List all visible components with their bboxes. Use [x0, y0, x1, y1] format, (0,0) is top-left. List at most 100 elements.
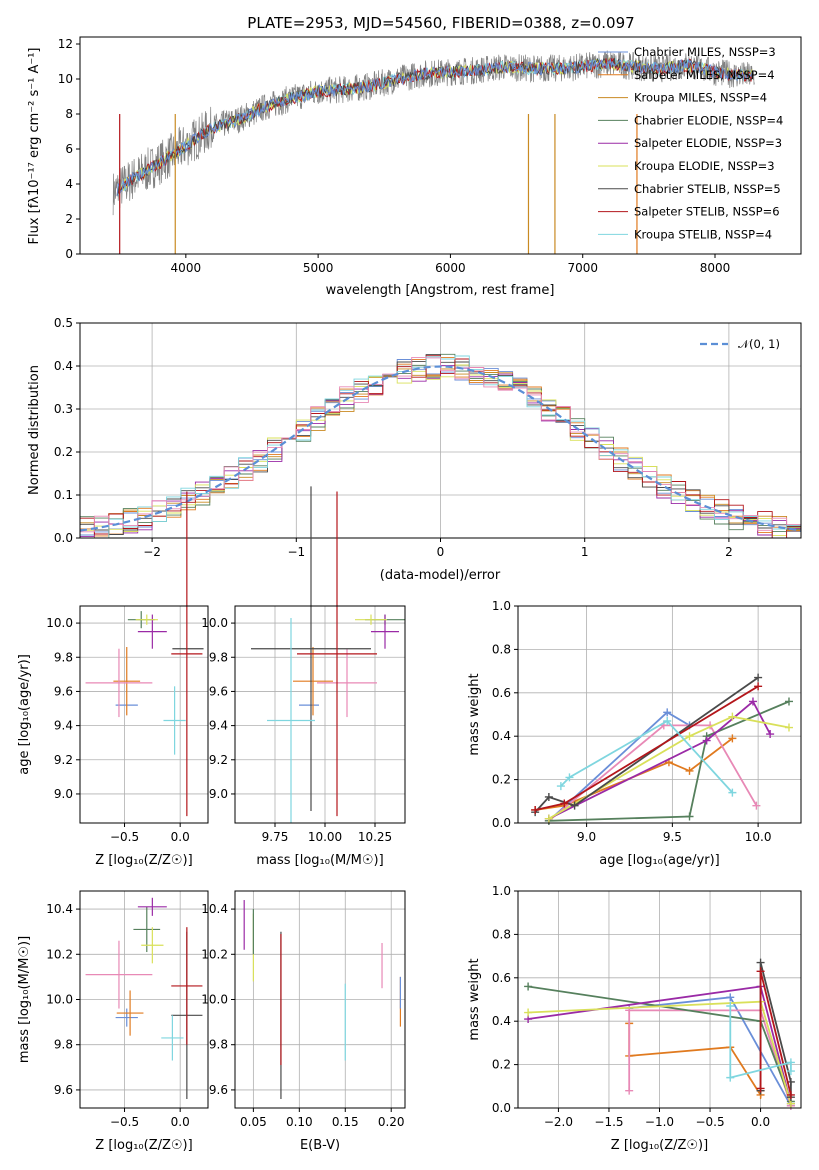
normal-curve	[80, 365, 801, 532]
x-tick-label: −2.0	[544, 1115, 573, 1129]
series-marker	[786, 1090, 795, 1099]
y-tick-label: 6	[65, 142, 73, 156]
y-tick-label: 0.8	[492, 927, 511, 941]
x-tick-label: 9.5	[663, 830, 682, 844]
y-axis-label: Flux [fλ10⁻¹⁷ erg cm⁻² s⁻¹ A⁻¹]	[27, 48, 42, 245]
series-marker	[786, 1067, 795, 1076]
series-marker	[766, 730, 775, 739]
x-tick-label: −2	[143, 545, 161, 559]
x-tick-label: 6000	[435, 261, 466, 275]
series-marker	[524, 1008, 533, 1017]
series-marker	[663, 708, 672, 717]
series-marker	[685, 812, 694, 821]
x-tick-label: 10.00	[308, 830, 342, 844]
y-tick-label: 9.0	[209, 787, 228, 801]
y-tick-label: 9.0	[54, 787, 73, 801]
axes: 0.05 0.10 0.15 0.20 9.6 9.8 10.0 10.2 10.4 E(B-V)	[201, 890, 406, 1153]
series-marker	[756, 958, 765, 967]
y-tick-label: 0.3	[54, 402, 73, 416]
axes: 4000 5000 6000 7000 8000 0 2 4 6 8 10 12 Chabrier MI…	[27, 36, 802, 298]
spectrum-lines	[112, 50, 755, 254]
x-tick-label: 4000	[171, 261, 202, 275]
series-marker	[754, 682, 763, 691]
series-marker	[728, 712, 737, 721]
series-marker	[726, 1002, 735, 1011]
y-tick-label: 0.0	[492, 1101, 511, 1115]
x-tick-label: 8000	[700, 261, 731, 275]
axes-frame	[79, 605, 209, 824]
legend-label: Kroupa MILES, NSSP=4	[634, 91, 767, 105]
y-tick-label: 0.0	[54, 531, 73, 545]
y-tick-label: 10.0	[201, 616, 228, 630]
legend-label: Kroupa STELIB, NSSP=4	[634, 227, 772, 241]
y-tick-label: 9.8	[209, 1038, 228, 1052]
axes: 9.0 9.5 10.0 0.0 0.2 0.4 0.6 0.8 1.0 age [log₁₀(a…	[467, 599, 802, 868]
y-tick-label: 9.4	[209, 719, 228, 733]
series-marker	[544, 814, 553, 823]
series-line	[548, 724, 758, 822]
y-tick-label: 2	[65, 212, 73, 226]
x-tick-label: 0	[437, 545, 445, 559]
plot-area	[85, 897, 203, 1099]
series-marker	[544, 792, 553, 801]
axes: −2 −1 0 1 2 0.0 0.1 0.2 0.3 0.4 0.5 𝒩(0, 1) (data-mo…	[27, 316, 802, 583]
x-axis-label: Z [log₁₀(Z/Z☉)]	[95, 853, 192, 868]
plot-area	[243, 900, 402, 1099]
series-marker	[625, 1086, 634, 1095]
series-marker	[784, 723, 793, 732]
y-tick-label: 9.6	[209, 684, 228, 698]
y-tick-label: 12	[58, 37, 73, 51]
x-tick-label: 5000	[303, 261, 334, 275]
x-tick-label: 0.10	[286, 1115, 313, 1129]
y-tick-label: 10.4	[46, 902, 73, 916]
series-marker	[754, 673, 763, 682]
y-tick-label: 0.2	[492, 1058, 511, 1072]
series-line	[548, 700, 771, 820]
y-tick-label: 0.6	[492, 971, 511, 985]
axes: −2.0 −1.5 −1.0 −0.5 0.0 0.0 0.2 0.4 0.6 0.8 1.0 Z […	[467, 884, 802, 1153]
axes: −0.5 0.0 9.6 9.8 10.0 10.2 10.4 Z [log₁₀(Z/Z☉)]…	[17, 890, 209, 1153]
y-tick-label: 0	[65, 247, 73, 261]
x-tick-label: 0.20	[378, 1115, 405, 1129]
y-tick-label: 0.1	[54, 488, 73, 502]
figure-title: PLATE=2953, MJD=54560, FIBERID=0388, z=0…	[247, 14, 634, 32]
histogram-step	[80, 356, 801, 538]
axes: −0.5 0.0 9.0 9.2 9.4 9.6 9.8 10.0 Z [log₁₀(Z/Z☉)…	[17, 491, 209, 868]
y-tick-label: 4	[65, 177, 73, 191]
x-tick-label: −1.0	[645, 1115, 674, 1129]
plot-area	[531, 673, 793, 825]
series-line	[729, 1006, 792, 1079]
y-tick-label: 0.4	[492, 1014, 511, 1028]
x-axis-label: (data-model)/error	[380, 568, 501, 583]
y-tick-label: 9.8	[54, 1038, 73, 1052]
plot-area	[85, 491, 204, 817]
y-tick-label: 10	[58, 72, 73, 86]
y-tick-label: 9.2	[209, 753, 228, 767]
histograms	[80, 353, 801, 538]
x-tick-label: 0.0	[171, 830, 190, 844]
y-tick-label: 0.2	[54, 445, 73, 459]
legend-label: 𝒩(0, 1)	[738, 337, 780, 351]
x-tick-label: 0.15	[332, 1115, 359, 1129]
y-tick-label: 9.4	[54, 719, 73, 733]
series-line	[628, 1023, 762, 1099]
y-tick-label: 9.2	[54, 753, 73, 767]
y-tick-label: 1.0	[492, 599, 511, 613]
series-marker	[756, 1084, 765, 1093]
axes-frame	[79, 322, 802, 539]
series-marker	[685, 766, 694, 775]
x-tick-label: 0.0	[171, 1115, 190, 1129]
x-axis-label: E(B-V)	[300, 1138, 340, 1153]
x-tick-label: 10.0	[745, 830, 772, 844]
x-axis-label: mass [log₁₀(M/M☉)]	[256, 853, 383, 868]
series-marker	[663, 717, 672, 726]
series-marker	[786, 1058, 795, 1067]
series-marker	[702, 736, 711, 745]
x-tick-label: 9.75	[262, 830, 289, 844]
x-tick-label: 9.0	[577, 830, 596, 844]
x-tick-label: 2	[725, 545, 733, 559]
y-tick-label: 9.6	[54, 684, 73, 698]
series-line	[560, 719, 734, 794]
